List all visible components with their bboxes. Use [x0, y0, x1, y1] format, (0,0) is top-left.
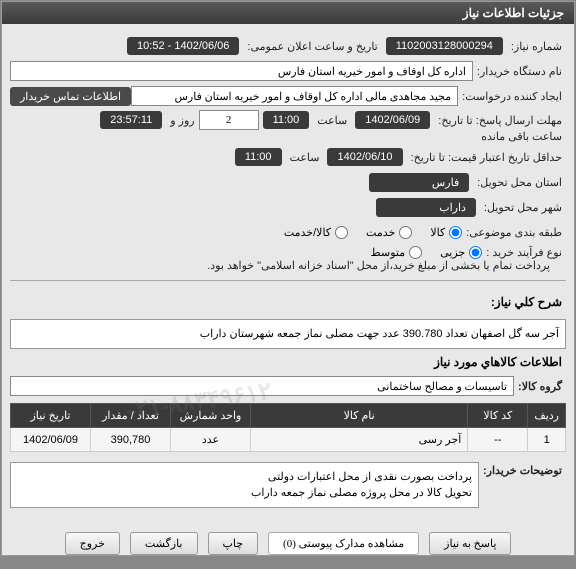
radio-service[interactable]: خدمت: [366, 226, 412, 239]
radio-goods-label: کالا: [430, 226, 445, 239]
cell-code: --: [468, 428, 528, 452]
time-label-2: ساعت: [286, 151, 324, 164]
city-value: داراب: [376, 198, 476, 217]
remaining-label: ساعت باقی مانده: [477, 130, 566, 143]
buyer-notes-box: پرداخت بصورت نقدی از محل اعتبارات دولتی …: [10, 462, 479, 508]
radio-service-input[interactable]: [399, 226, 412, 239]
th-qty: تعداد / مقدار: [91, 404, 171, 428]
process-label: نوع فرآیند خرید :: [482, 246, 566, 259]
radio-goods-input[interactable]: [449, 226, 462, 239]
th-row: ردیف: [528, 404, 566, 428]
exit-button[interactable]: خروج: [65, 532, 120, 555]
valid-date: 1402/06/10: [327, 148, 402, 166]
process-radio-group: جزیی متوسط: [371, 246, 483, 259]
category-radio-group: کالا خدمت کالا/خدمت: [284, 226, 462, 239]
buyer-note-line1: پرداخت بصورت نقدی از محل اعتبارات دولتی: [17, 469, 472, 485]
need-no-value: 1102003128000294: [386, 37, 503, 55]
th-unit: واحد شمارش: [171, 404, 251, 428]
overview-title-label: شرح کلي نياز:: [491, 295, 562, 309]
details-window: جزئیات اطلاعات نیاز شماره نیاز: 11020031…: [1, 1, 575, 556]
attachments-button[interactable]: مشاهده مدارک پیوستی (0): [268, 532, 419, 555]
requester-label: ایجاد کننده درخواست:: [458, 90, 566, 103]
radio-goods-service-input[interactable]: [335, 226, 348, 239]
print-button[interactable]: چاپ: [208, 532, 259, 555]
radio-goods-service-label: کالا/خدمت: [284, 226, 331, 239]
deadline-time: 11:00: [263, 111, 310, 129]
announce-label: تاریخ و ساعت اعلان عمومی:: [243, 40, 381, 53]
deadline-label: مهلت ارسال پاسخ: تا تاریخ:: [434, 114, 566, 127]
window-title: جزئیات اطلاعات نیاز: [2, 2, 574, 24]
category-label: طبقه بندی موضوعی:: [462, 226, 566, 239]
valid-time: 11:00: [235, 148, 282, 166]
radio-goods-service[interactable]: کالا/خدمت: [284, 226, 348, 239]
radio-mid-label: متوسط: [371, 246, 406, 259]
cell-date: 1402/06/09: [11, 428, 91, 452]
content-area: شماره نیاز: 1102003128000294 تاریخ و ساع…: [2, 24, 574, 569]
buyer-label: نام دستگاه خریدار:: [473, 65, 566, 78]
buttons-bar: پاسخ به نیاز مشاهده مدارک پیوستی (0) چاپ…: [10, 526, 566, 561]
radio-low[interactable]: جزیی: [440, 246, 482, 259]
radio-low-label: جزیی: [440, 246, 465, 259]
radio-mid-input[interactable]: [409, 246, 422, 259]
respond-button[interactable]: پاسخ به نیاز: [429, 532, 511, 555]
radio-service-label: خدمت: [366, 226, 395, 239]
divider-1: [10, 280, 566, 281]
cell-unit: عدد: [171, 428, 251, 452]
deadline-date: 1402/06/09: [355, 111, 430, 129]
contact-info-button[interactable]: اطلاعات تماس خریدار: [10, 87, 131, 106]
overview-desc: آجر سه گل اصفهان تعداد 390.780 عدد جهت م…: [10, 319, 566, 349]
radio-low-input[interactable]: [469, 246, 482, 259]
th-name: نام کالا: [251, 404, 468, 428]
cell-row: 1: [528, 428, 566, 452]
city-label: شهر محل تحویل:: [480, 201, 566, 214]
remaining-time: 23:57:11: [100, 111, 162, 129]
cell-name: آجر رسی: [251, 428, 468, 452]
announce-value: 1402/06/06 - 10:52: [127, 37, 239, 55]
province-label: استان محل تحویل:: [473, 176, 566, 189]
group-label: گروه کالا:: [514, 380, 566, 393]
days-input[interactable]: [199, 110, 259, 130]
items-table: ردیف کد کالا نام کالا واحد شمارش تعداد /…: [10, 403, 566, 452]
group-input[interactable]: [10, 376, 514, 396]
items-section-title: اطلاعات كالاهاي مورد نياز: [14, 355, 562, 369]
buyer-note-line2: تحویل کالا در محل پروژه مصلی نماز جمعه د…: [17, 485, 472, 501]
radio-mid[interactable]: متوسط: [371, 246, 423, 259]
time-label-1: ساعت: [313, 114, 351, 127]
buyer-notes-label: توضیحات خریدار:: [479, 458, 566, 477]
buyer-input[interactable]: [10, 61, 473, 81]
th-date: تاریخ نیاز: [11, 404, 91, 428]
days-label: روز و: [166, 114, 198, 127]
cell-qty: 390,780: [91, 428, 171, 452]
requester-input[interactable]: [131, 86, 458, 106]
province-value: فارس: [369, 173, 469, 192]
back-button[interactable]: بازگشت: [130, 532, 198, 555]
th-code: کد کالا: [468, 404, 528, 428]
process-note: پرداخت تمام یا بخشی از مبلغ خرید،از محل …: [203, 259, 554, 272]
table-row[interactable]: 1 -- آجر رسی عدد 390,780 1402/06/09: [11, 428, 566, 452]
need-no-label: شماره نیاز:: [507, 40, 566, 53]
radio-goods[interactable]: کالا: [430, 226, 462, 239]
valid-label: حداقل تاریخ اعتبار قیمت: تا تاریخ:: [407, 151, 566, 164]
table-header-row: ردیف کد کالا نام کالا واحد شمارش تعداد /…: [11, 404, 566, 428]
